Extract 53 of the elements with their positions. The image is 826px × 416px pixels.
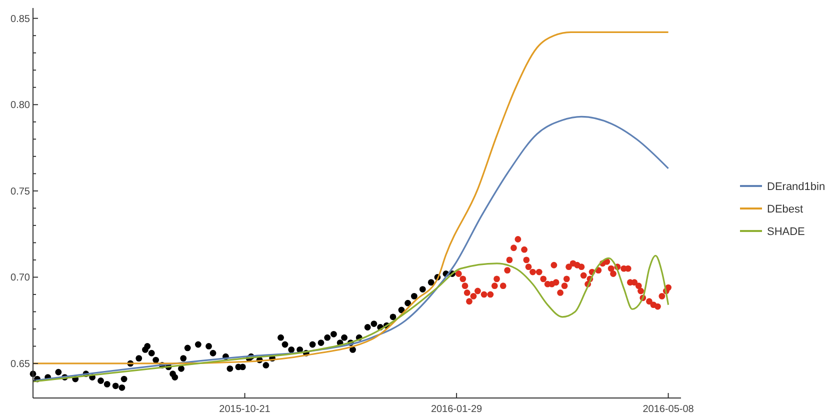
y-tick-label: 0.80 bbox=[10, 100, 30, 112]
point bbox=[654, 303, 661, 310]
point bbox=[487, 291, 494, 298]
point bbox=[506, 256, 513, 264]
point bbox=[550, 262, 558, 268]
line-series bbox=[32, 116, 670, 382]
point bbox=[540, 276, 547, 282]
point bbox=[578, 264, 585, 270]
point bbox=[504, 267, 511, 274]
point bbox=[635, 282, 642, 290]
point bbox=[610, 270, 616, 277]
point bbox=[521, 246, 528, 253]
x-tick-label: 2015-10-21 bbox=[219, 404, 271, 415]
point bbox=[525, 264, 532, 270]
point bbox=[563, 276, 570, 282]
y-tick-label: 0.85 bbox=[10, 14, 30, 25]
point bbox=[608, 265, 614, 272]
y-tick-label: 0.65 bbox=[10, 358, 30, 370]
point bbox=[523, 256, 530, 264]
x-tick-label: 2016-01-29 bbox=[430, 404, 483, 415]
point bbox=[494, 276, 500, 282]
point bbox=[536, 268, 542, 276]
line-series bbox=[32, 254, 670, 382]
point bbox=[466, 298, 472, 305]
point bbox=[566, 264, 572, 270]
point bbox=[474, 288, 481, 294]
point bbox=[530, 268, 536, 276]
legend-label: DErand1bin bbox=[767, 181, 826, 193]
point bbox=[460, 276, 466, 282]
point bbox=[552, 279, 560, 286]
y-tick-label: 0.70 bbox=[10, 272, 30, 284]
point bbox=[624, 265, 632, 272]
point bbox=[510, 244, 517, 252]
point bbox=[455, 270, 462, 277]
point bbox=[638, 288, 644, 294]
point bbox=[464, 290, 470, 296]
point bbox=[462, 282, 468, 290]
point bbox=[646, 298, 652, 305]
point bbox=[557, 290, 564, 296]
point bbox=[470, 292, 477, 300]
x-tick-label: 2016-05-08 bbox=[642, 404, 694, 415]
point bbox=[491, 282, 498, 290]
point bbox=[480, 291, 488, 298]
point bbox=[658, 292, 666, 300]
point bbox=[631, 279, 638, 286]
legend-label: SHADE bbox=[767, 226, 805, 238]
legend-label: DEbest bbox=[767, 204, 804, 216]
point bbox=[580, 272, 587, 279]
point bbox=[500, 282, 506, 290]
point bbox=[561, 282, 568, 290]
y-tick-label: 0.75 bbox=[10, 186, 30, 198]
line-series bbox=[32, 31, 670, 364]
point bbox=[514, 236, 522, 242]
